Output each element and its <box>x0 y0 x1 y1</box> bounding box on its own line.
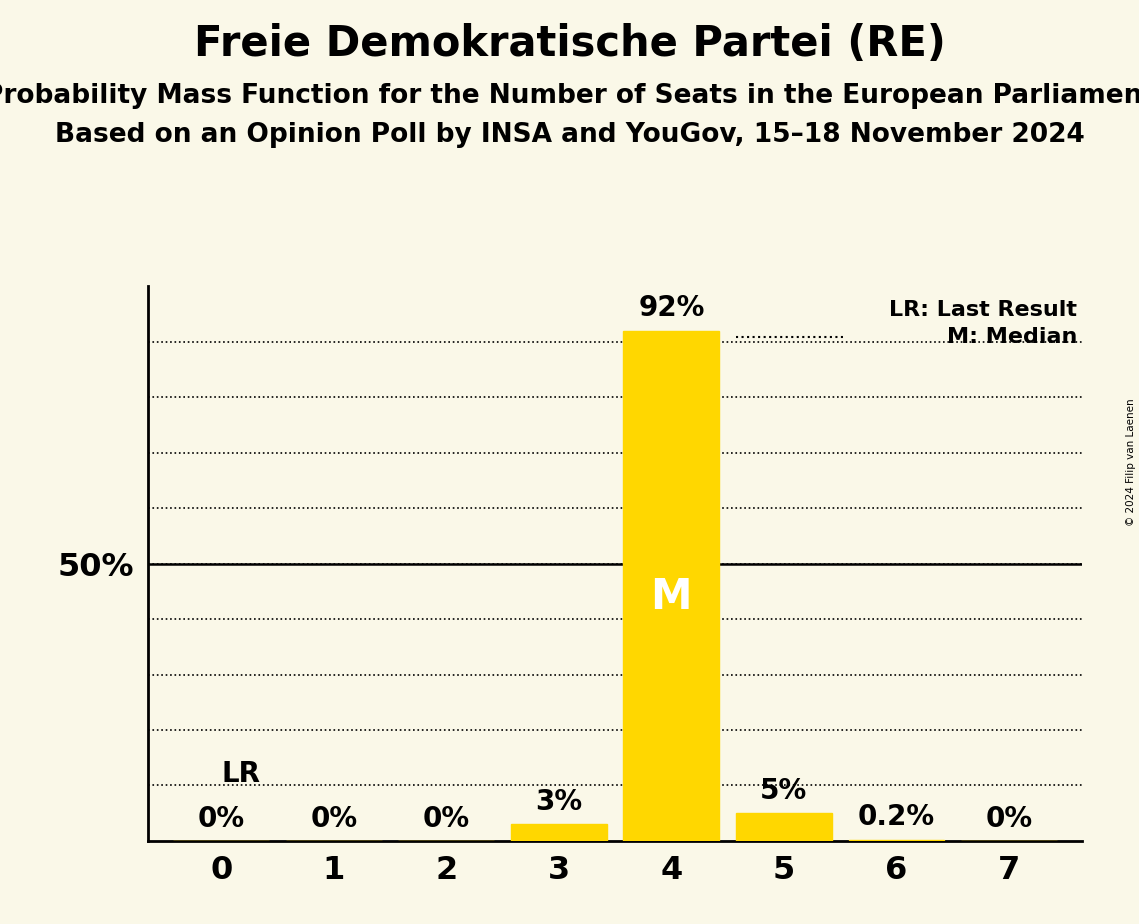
Text: M: M <box>650 576 693 618</box>
Text: 0%: 0% <box>423 805 469 833</box>
Text: Based on an Opinion Poll by INSA and YouGov, 15–18 November 2024: Based on an Opinion Poll by INSA and You… <box>55 122 1084 148</box>
Text: 0.2%: 0.2% <box>858 803 935 832</box>
Bar <box>511 824 607 841</box>
Text: Freie Demokratische Partei (RE): Freie Demokratische Partei (RE) <box>194 23 945 65</box>
Text: 92%: 92% <box>638 295 705 322</box>
Text: 0%: 0% <box>198 805 245 833</box>
Text: 3%: 3% <box>535 788 582 816</box>
Bar <box>623 331 719 841</box>
Text: M: Median: M: Median <box>947 327 1077 347</box>
Bar <box>736 813 831 841</box>
Text: LR: LR <box>221 760 260 788</box>
Text: LR: Last Result: LR: Last Result <box>890 300 1077 321</box>
Text: 0%: 0% <box>985 805 1032 833</box>
Bar <box>849 840 944 841</box>
Text: Probability Mass Function for the Number of Seats in the European Parliament: Probability Mass Function for the Number… <box>0 83 1139 109</box>
Text: 5%: 5% <box>760 777 808 805</box>
Text: © 2024 Filip van Laenen: © 2024 Filip van Laenen <box>1125 398 1136 526</box>
Text: 0%: 0% <box>310 805 358 833</box>
